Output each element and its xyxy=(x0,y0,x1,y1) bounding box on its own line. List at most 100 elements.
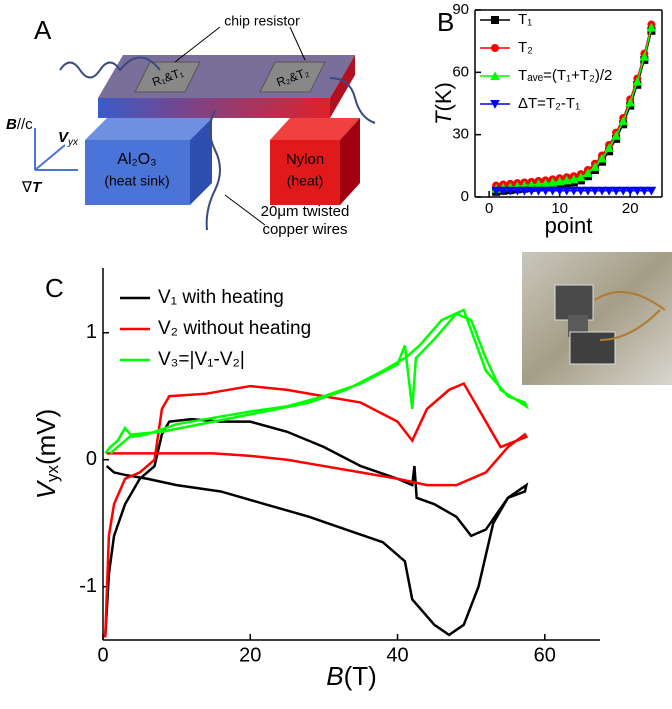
marker xyxy=(561,186,572,196)
marker xyxy=(498,186,509,196)
marker xyxy=(491,186,501,196)
annotation: copper wires xyxy=(262,221,347,238)
text-part: T xyxy=(431,110,456,125)
block-label: (heat sink) xyxy=(104,173,169,189)
block-label: (heat) xyxy=(287,173,324,189)
panel-label: A xyxy=(34,15,52,45)
y-tick-label: -1 xyxy=(79,575,97,597)
marker xyxy=(597,186,607,196)
text-part: V xyxy=(58,129,70,146)
text-part: B xyxy=(6,116,17,133)
marker xyxy=(512,186,523,196)
marker xyxy=(625,97,636,107)
text-part: yx xyxy=(43,464,62,481)
marker xyxy=(533,186,544,196)
wire xyxy=(329,77,376,124)
series-line xyxy=(103,417,529,638)
legend-label: T₂ xyxy=(518,39,533,56)
photo-object xyxy=(569,331,616,365)
marker xyxy=(540,186,551,196)
diagram: A R₁&T₁ R₂&T₂ chip resistor Al₂O₃ (heat … xyxy=(6,13,376,238)
y-axis-label: Vyx(mV) xyxy=(31,409,63,500)
marker xyxy=(632,186,643,196)
marker xyxy=(561,175,572,185)
marker xyxy=(526,186,537,196)
marker xyxy=(583,186,593,196)
x-tick-label: 40 xyxy=(386,644,408,666)
marker xyxy=(547,186,558,196)
marker xyxy=(576,172,586,182)
block-front xyxy=(270,140,340,205)
bar-side xyxy=(330,55,355,118)
marker xyxy=(576,186,586,196)
series-line xyxy=(104,308,529,455)
marker xyxy=(625,186,636,196)
photo xyxy=(522,252,672,385)
text-part: //c xyxy=(17,116,33,133)
arrow xyxy=(174,26,221,63)
axis-glyph-label: B//c xyxy=(6,116,33,133)
marker xyxy=(590,186,600,196)
y-tick-label: 1 xyxy=(86,321,97,343)
marker xyxy=(568,186,579,196)
block-top xyxy=(85,118,212,140)
marker xyxy=(526,180,537,189)
text-part: ∇ xyxy=(21,179,33,196)
resistor xyxy=(259,61,326,93)
marker xyxy=(491,44,499,52)
block-front xyxy=(85,140,190,205)
text-part: B xyxy=(326,661,343,691)
axis-glyph-label: Vyx xyxy=(58,129,79,148)
marker xyxy=(505,186,516,196)
bar-front xyxy=(98,98,330,118)
text-part: (T) xyxy=(344,661,377,691)
y-tick-label: 60 xyxy=(452,63,469,80)
x-axis-label: point xyxy=(545,213,593,238)
marker xyxy=(590,162,600,171)
series-line xyxy=(103,381,529,638)
marker xyxy=(646,186,657,196)
marker xyxy=(632,76,643,86)
marker xyxy=(533,179,544,189)
marker xyxy=(490,100,500,109)
annotation: 20μm twisted xyxy=(261,203,350,220)
block-side xyxy=(340,118,360,205)
axis-glyph-label: ∇T xyxy=(21,179,43,196)
y-tick-label: 30 xyxy=(452,126,469,143)
text-part: (K) xyxy=(431,82,456,111)
marker xyxy=(491,16,499,24)
legend-label: ΔT=T₂-T₁ xyxy=(518,95,580,112)
x-tick-label: 10 xyxy=(551,200,568,217)
marker xyxy=(618,186,628,196)
x-tick-label: 0 xyxy=(97,644,108,666)
marker xyxy=(547,177,558,187)
y-tick-label: 0 xyxy=(461,188,469,205)
marker xyxy=(490,71,500,80)
legend-label: V₁ with heating xyxy=(158,287,284,308)
text-part: T xyxy=(32,179,43,196)
arrow xyxy=(224,194,266,226)
marker xyxy=(519,186,530,196)
annotation: chip resistor xyxy=(224,13,300,29)
marker xyxy=(583,168,593,178)
photo-object xyxy=(554,284,594,321)
arrow xyxy=(289,26,306,61)
x-tick-label: 20 xyxy=(622,200,639,217)
legend-label: T₁ xyxy=(518,11,532,28)
marker xyxy=(646,22,657,32)
block-side xyxy=(190,118,212,205)
marker xyxy=(554,176,565,186)
x-tick-label: 0 xyxy=(485,200,493,217)
legend-label: Tₐᵥₑ=(T₁+T₂)/2 xyxy=(518,67,612,84)
axis-arrow xyxy=(34,144,66,171)
wire xyxy=(205,109,221,231)
marker xyxy=(554,186,565,196)
x-tick-label: 20 xyxy=(239,644,261,666)
text-part: V xyxy=(31,479,61,499)
photo-wire xyxy=(594,291,666,341)
legend-label: V₃=|V₁-V₂| xyxy=(158,349,245,370)
block-label: Al₂O₃ xyxy=(117,151,156,168)
block-top xyxy=(270,118,360,140)
marker xyxy=(618,116,628,126)
